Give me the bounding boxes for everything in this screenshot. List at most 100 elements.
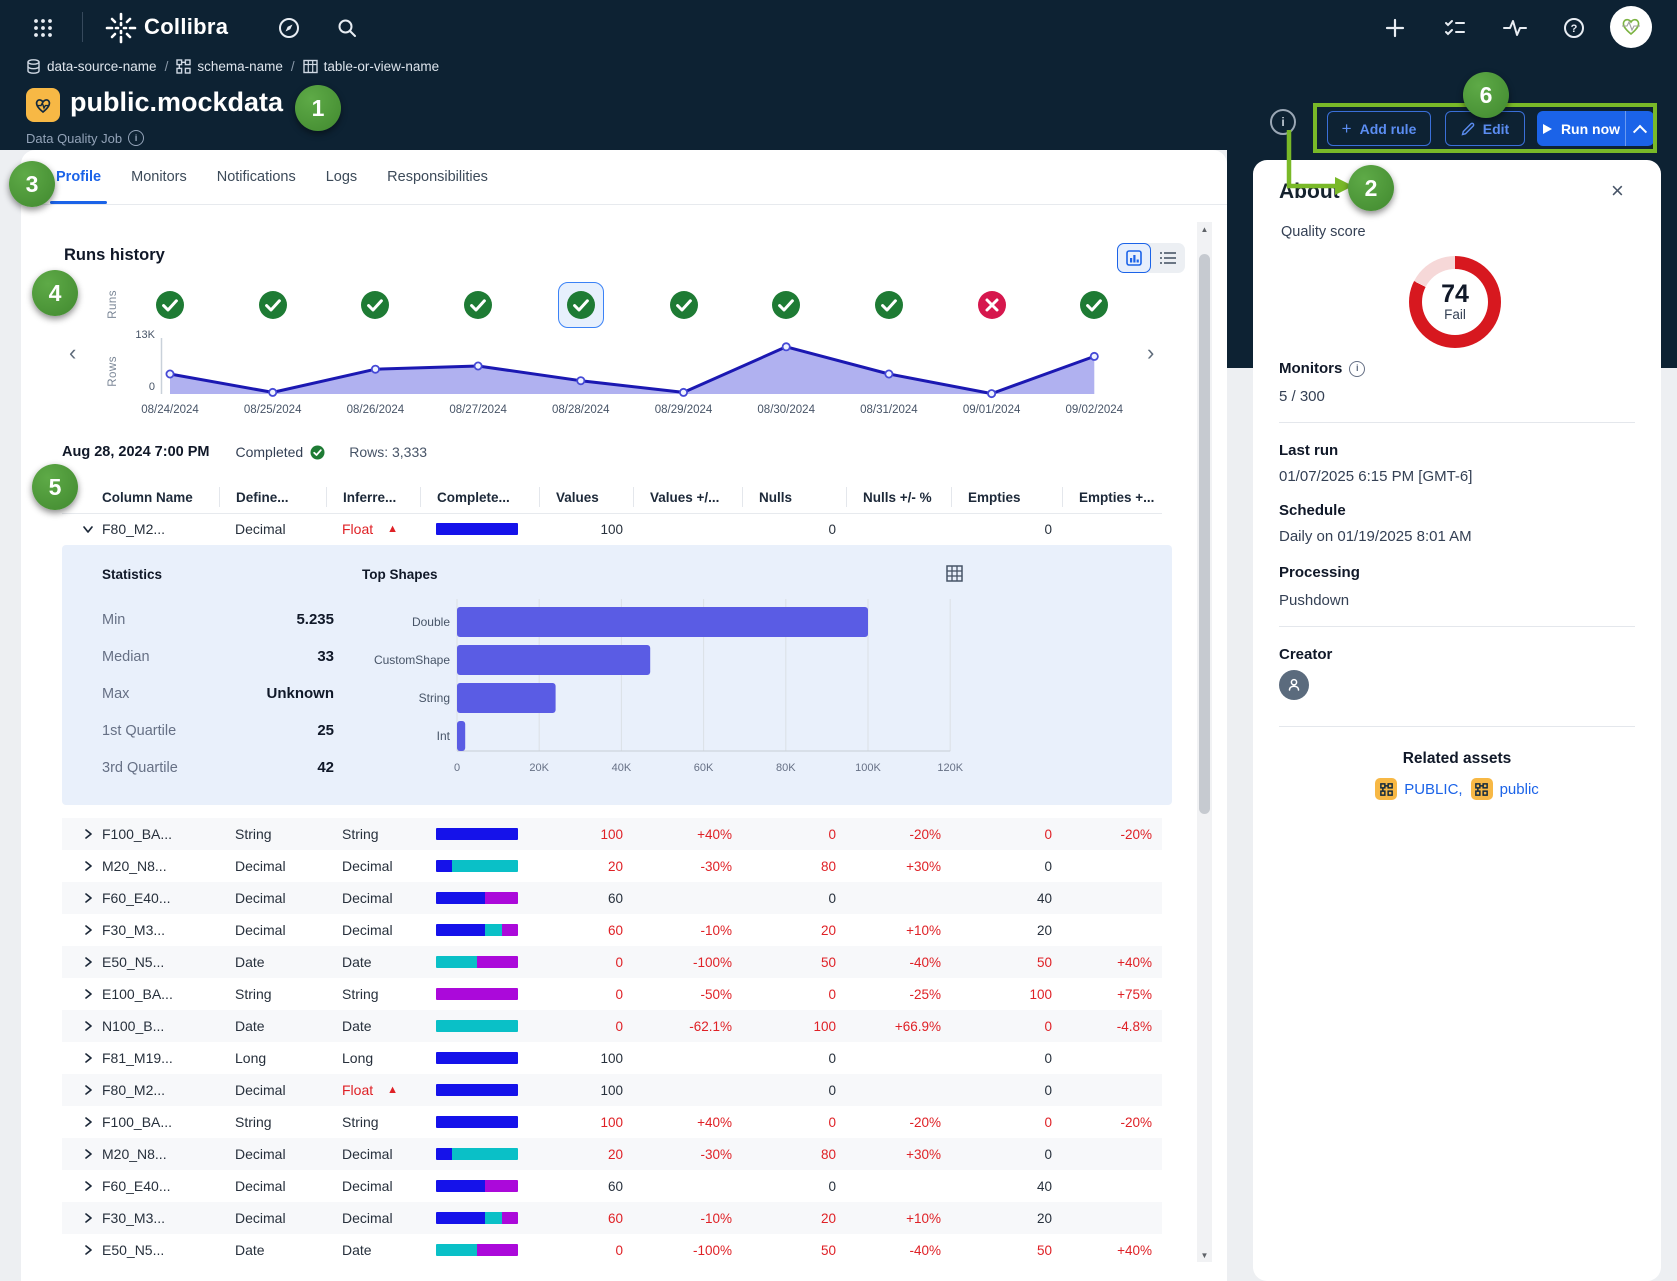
related-asset-link[interactable]: public bbox=[1471, 778, 1539, 800]
subtitle-info-icon[interactable]: i bbox=[128, 130, 144, 146]
explore-compass-icon[interactable] bbox=[276, 15, 302, 41]
tasks-checklist-icon[interactable] bbox=[1442, 15, 1468, 41]
expand-chevron-icon[interactable] bbox=[62, 892, 102, 904]
expand-chevron-icon[interactable] bbox=[62, 828, 102, 840]
column-name[interactable]: F80_M2... bbox=[102, 1082, 219, 1098]
expand-chevron-icon[interactable] bbox=[62, 523, 102, 535]
related-asset-link[interactable]: PUBLIC, bbox=[1375, 778, 1462, 800]
expand-chevron-icon[interactable] bbox=[62, 1084, 102, 1096]
run-status-success-icon[interactable] bbox=[1079, 290, 1109, 320]
column-name[interactable]: F81_M19... bbox=[102, 1050, 219, 1066]
column-header[interactable]: Complete... bbox=[420, 487, 539, 507]
run-status-success-icon[interactable] bbox=[874, 290, 904, 320]
help-icon[interactable]: ? bbox=[1561, 15, 1587, 41]
monitors-info-icon[interactable]: i bbox=[1349, 361, 1365, 377]
run-status-fail-icon[interactable] bbox=[977, 290, 1007, 320]
tab-logs[interactable]: Logs bbox=[326, 150, 357, 204]
run-status-success-icon[interactable] bbox=[155, 290, 185, 320]
column-name[interactable]: E100_BA... bbox=[102, 986, 219, 1002]
expand-chevron-icon[interactable] bbox=[62, 860, 102, 872]
expand-chevron-icon[interactable] bbox=[62, 956, 102, 968]
table-row[interactable]: E50_N5...DateDate0-100%50-40%50+40% bbox=[62, 1234, 1162, 1266]
cell-values: 60 bbox=[539, 923, 633, 938]
table-row[interactable]: F30_M3...DecimalDecimal60-10%20+10%20 bbox=[62, 1202, 1162, 1234]
column-header[interactable]: Nulls +/- % bbox=[846, 487, 951, 507]
scroll-up-icon[interactable]: ▲ bbox=[1197, 222, 1212, 236]
breadcrumb-schema[interactable]: schema-name bbox=[176, 59, 283, 74]
user-avatar[interactable] bbox=[1610, 6, 1652, 48]
tab-responsibilities[interactable]: Responsibilities bbox=[387, 150, 488, 204]
table-view-icon[interactable] bbox=[946, 565, 963, 587]
column-name[interactable]: F60_E40... bbox=[102, 1178, 219, 1194]
close-icon[interactable]: × bbox=[1611, 178, 1624, 204]
expand-chevron-icon[interactable] bbox=[62, 1212, 102, 1224]
annotation-badge-1: 1 bbox=[295, 85, 341, 131]
expand-chevron-icon[interactable] bbox=[62, 988, 102, 1000]
table-row[interactable]: F80_M2...DecimalFloat▲10000 bbox=[62, 1074, 1162, 1106]
creator-avatar[interactable] bbox=[1279, 670, 1309, 700]
column-header[interactable]: Empties bbox=[951, 487, 1062, 507]
expand-chevron-icon[interactable] bbox=[62, 1244, 102, 1256]
column-header[interactable]: Empties +... bbox=[1062, 487, 1162, 507]
breadcrumb-table[interactable]: table-or-view-name bbox=[303, 59, 440, 74]
tab-profile[interactable]: Profile bbox=[56, 150, 101, 204]
app-launcher-icon[interactable] bbox=[30, 15, 56, 41]
expand-chevron-icon[interactable] bbox=[62, 1180, 102, 1192]
table-row[interactable]: F100_BA...StringString100+40%0-20%0-20% bbox=[62, 1106, 1162, 1138]
scrollbar-thumb[interactable] bbox=[1199, 254, 1210, 814]
table-row[interactable]: M20_N8...DecimalDecimal20-30%80+30%0 bbox=[62, 1138, 1162, 1170]
column-header[interactable]: Column Name bbox=[102, 487, 219, 507]
column-name[interactable]: M20_N8... bbox=[102, 1146, 219, 1162]
search-icon[interactable] bbox=[334, 15, 360, 41]
expand-chevron-icon[interactable] bbox=[62, 1020, 102, 1032]
run-status-success-icon[interactable] bbox=[360, 290, 390, 320]
breadcrumb-data-source[interactable]: data-source-name bbox=[26, 59, 157, 74]
run-status-success-icon[interactable] bbox=[771, 290, 801, 320]
column-name[interactable]: F100_BA... bbox=[102, 826, 219, 842]
table-row[interactable]: F30_M3...DecimalDecimal60-10%20+10%20 bbox=[62, 914, 1162, 946]
carousel-prev-icon[interactable]: ‹ bbox=[69, 340, 76, 366]
column-header[interactable]: Values +/... bbox=[633, 487, 742, 507]
column-name[interactable]: F30_M3... bbox=[102, 922, 219, 938]
table-row[interactable]: F100_BA...StringString100+40%0-20%0-20% bbox=[62, 818, 1162, 850]
column-header[interactable]: Inferre... bbox=[326, 487, 420, 507]
svg-text:0: 0 bbox=[454, 762, 460, 774]
create-plus-icon[interactable] bbox=[1382, 15, 1408, 41]
list-view-toggle-icon[interactable] bbox=[1151, 243, 1185, 273]
table-row[interactable]: F60_E40...DecimalDecimal60040 bbox=[62, 882, 1162, 914]
run-status-success-icon[interactable] bbox=[566, 290, 596, 320]
scroll-down-icon[interactable]: ▼ bbox=[1197, 1248, 1212, 1262]
column-name[interactable]: F60_E40... bbox=[102, 890, 219, 906]
column-header[interactable]: Define... bbox=[219, 487, 326, 507]
activity-pulse-icon[interactable] bbox=[1502, 15, 1528, 41]
column-header[interactable]: Values bbox=[539, 487, 633, 507]
column-name[interactable]: F100_BA... bbox=[102, 1114, 219, 1130]
column-name[interactable]: M20_N8... bbox=[102, 858, 219, 874]
tab-monitors[interactable]: Monitors bbox=[131, 150, 187, 204]
svg-text:String: String bbox=[419, 691, 450, 705]
tab-notifications[interactable]: Notifications bbox=[217, 150, 296, 204]
table-row[interactable]: E50_N5...DateDate0-100%50-40%50+40% bbox=[62, 946, 1162, 978]
column-name[interactable]: N100_B... bbox=[102, 1018, 219, 1034]
table-row[interactable]: E100_BA...StringString0-50%0-25%100+75% bbox=[62, 978, 1162, 1010]
column-name[interactable]: F30_M3... bbox=[102, 1210, 219, 1226]
column-name[interactable]: F80_M2... bbox=[102, 521, 219, 537]
column-name[interactable]: E50_N5... bbox=[102, 954, 219, 970]
expand-chevron-icon[interactable] bbox=[62, 1052, 102, 1064]
table-row[interactable]: N100_B...DateDate0-62.1%100+66.9%0-4.8% bbox=[62, 1010, 1162, 1042]
table-row[interactable]: M20_N8...DecimalDecimal20-30%80+30%0 bbox=[62, 850, 1162, 882]
chart-view-toggle-icon[interactable] bbox=[1117, 243, 1151, 273]
expand-chevron-icon[interactable] bbox=[62, 924, 102, 936]
column-header[interactable]: Nulls bbox=[742, 487, 846, 507]
expand-chevron-icon[interactable] bbox=[62, 1116, 102, 1128]
table-row-expanded[interactable]: F80_M2...DecimalFloat▲10000 bbox=[62, 513, 1162, 545]
carousel-next-icon[interactable]: › bbox=[1147, 340, 1154, 366]
column-name[interactable]: E50_N5... bbox=[102, 1242, 219, 1258]
table-row[interactable]: F81_M19...LongLong10000 bbox=[62, 1042, 1162, 1074]
table-row[interactable]: F60_E40...DecimalDecimal60040 bbox=[62, 1170, 1162, 1202]
run-status-success-icon[interactable] bbox=[463, 290, 493, 320]
vertical-scrollbar[interactable]: ▲ ▼ bbox=[1197, 222, 1212, 1262]
run-status-success-icon[interactable] bbox=[669, 290, 699, 320]
run-status-success-icon[interactable] bbox=[258, 290, 288, 320]
expand-chevron-icon[interactable] bbox=[62, 1148, 102, 1160]
